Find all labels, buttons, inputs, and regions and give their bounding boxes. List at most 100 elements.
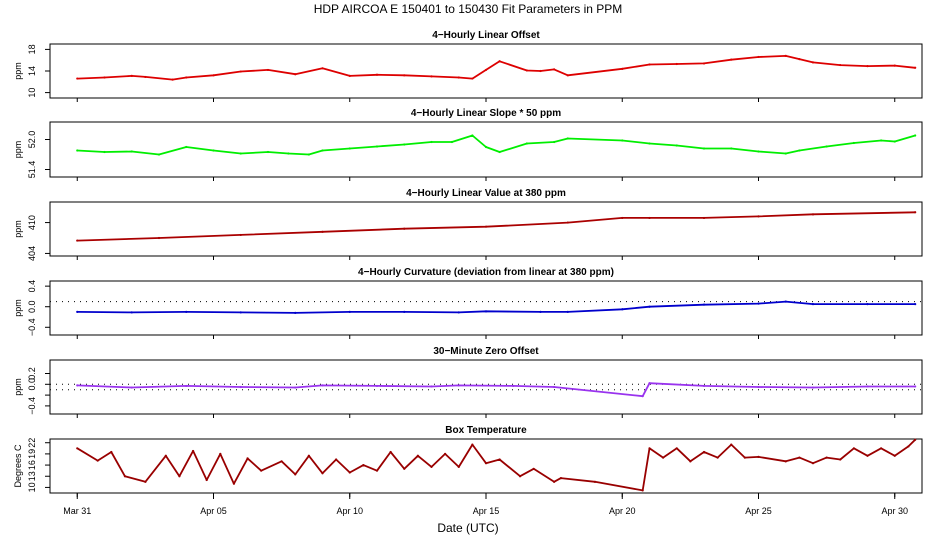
data-point bbox=[191, 449, 195, 453]
panel-frame bbox=[49, 280, 923, 336]
data-point bbox=[321, 472, 324, 475]
y-tick-label: 18 bbox=[27, 44, 37, 54]
data-point bbox=[893, 64, 896, 67]
data-point bbox=[784, 54, 787, 57]
data-point bbox=[212, 149, 215, 152]
data-point bbox=[662, 456, 665, 459]
data-point bbox=[798, 456, 801, 459]
data-point bbox=[185, 310, 188, 313]
data-point bbox=[730, 58, 733, 61]
data-point bbox=[784, 460, 787, 463]
panel-frame bbox=[49, 201, 923, 257]
panel-slope: 4−Hourly Linear Slope * 50 ppm ppm 51.4 52.… bbox=[13, 108, 923, 181]
data-point bbox=[157, 236, 161, 240]
data-point bbox=[294, 386, 297, 389]
data-point bbox=[484, 310, 488, 313]
data-point bbox=[648, 447, 651, 450]
data-point bbox=[518, 475, 522, 478]
data-point bbox=[239, 152, 242, 155]
data-point bbox=[130, 386, 133, 389]
data-point bbox=[335, 458, 338, 461]
data-point bbox=[525, 69, 528, 72]
data-point bbox=[880, 447, 883, 450]
data-point bbox=[157, 153, 161, 156]
data-point bbox=[675, 62, 678, 66]
y-axis-label: ppm bbox=[13, 299, 23, 317]
data-point bbox=[798, 149, 801, 152]
data-point bbox=[110, 450, 113, 454]
panel-title: 4−Hourly Linear Value at 380 ppm bbox=[406, 188, 566, 199]
y-axis-label: ppm bbox=[13, 141, 23, 159]
data-point bbox=[430, 385, 433, 388]
y-tick-label: 10 bbox=[27, 482, 37, 492]
data-point bbox=[743, 456, 746, 459]
data-point bbox=[702, 384, 706, 388]
data-point bbox=[893, 140, 896, 143]
data-point bbox=[294, 73, 297, 76]
data-point bbox=[232, 482, 236, 485]
data-point bbox=[648, 216, 651, 220]
panel-zero: 30−Minute Zero Offset ppm −0.4 0.00.2 bbox=[13, 346, 923, 418]
data-point bbox=[498, 60, 501, 63]
y-tick-label: 14 bbox=[27, 66, 37, 76]
data-point bbox=[730, 147, 733, 150]
panel-value380: 4−Hourly Linear Value at 380 ppm ppm 404 41… bbox=[13, 188, 923, 261]
data-point bbox=[784, 152, 787, 155]
panel-title: 30−Minute Zero Offset bbox=[433, 346, 539, 357]
data-point bbox=[757, 455, 760, 458]
data-point bbox=[348, 147, 351, 150]
data-point bbox=[471, 443, 474, 446]
y-tick-label: 52.0 bbox=[27, 131, 37, 149]
series-line-boxtemp bbox=[76, 439, 916, 492]
data-point bbox=[914, 303, 917, 306]
data-point bbox=[205, 478, 208, 482]
data-point bbox=[96, 459, 99, 462]
data-point bbox=[641, 489, 644, 492]
y-tick-label: 0.2 bbox=[27, 367, 37, 380]
data-point bbox=[185, 384, 188, 388]
x-tick-label: Mar 31 bbox=[63, 506, 91, 516]
data-point bbox=[702, 216, 706, 220]
series-line-curvature bbox=[77, 300, 916, 314]
data-point bbox=[648, 305, 651, 308]
data-point bbox=[389, 450, 392, 454]
data-point bbox=[484, 145, 488, 149]
y-tick-label: 404 bbox=[27, 246, 37, 261]
data-point bbox=[212, 74, 215, 77]
data-point bbox=[484, 68, 488, 72]
data-point bbox=[444, 452, 447, 455]
data-point bbox=[239, 233, 242, 237]
data-point bbox=[914, 385, 917, 388]
data-point bbox=[321, 230, 324, 233]
x-tick-label: Apr 25 bbox=[745, 506, 772, 516]
data-point bbox=[593, 480, 597, 483]
y-tick-label: 22 bbox=[27, 438, 37, 448]
data-point bbox=[675, 447, 678, 450]
data-point bbox=[553, 385, 556, 389]
data-point bbox=[321, 67, 324, 70]
data-point bbox=[498, 458, 501, 461]
data-point bbox=[76, 310, 79, 313]
data-point bbox=[457, 384, 460, 387]
data-point bbox=[348, 471, 351, 474]
data-point bbox=[811, 213, 815, 216]
panel-title: 4−Hourly Curvature (deviation from linea… bbox=[358, 267, 614, 278]
data-point bbox=[450, 140, 454, 144]
data-point bbox=[76, 149, 79, 152]
data-point bbox=[260, 469, 263, 472]
data-point bbox=[103, 76, 106, 79]
data-point bbox=[852, 141, 855, 145]
y-tick-label: −0.4 bbox=[27, 318, 37, 336]
data-point bbox=[907, 445, 910, 448]
data-point bbox=[648, 142, 651, 145]
x-axis-label: Date (UTC) bbox=[437, 521, 498, 535]
data-point bbox=[76, 239, 79, 242]
data-point bbox=[294, 473, 297, 476]
data-point bbox=[757, 302, 760, 305]
data-point bbox=[76, 447, 79, 450]
data-point bbox=[375, 73, 379, 76]
data-point bbox=[702, 147, 706, 150]
data-point bbox=[123, 475, 127, 478]
data-point bbox=[239, 70, 242, 73]
